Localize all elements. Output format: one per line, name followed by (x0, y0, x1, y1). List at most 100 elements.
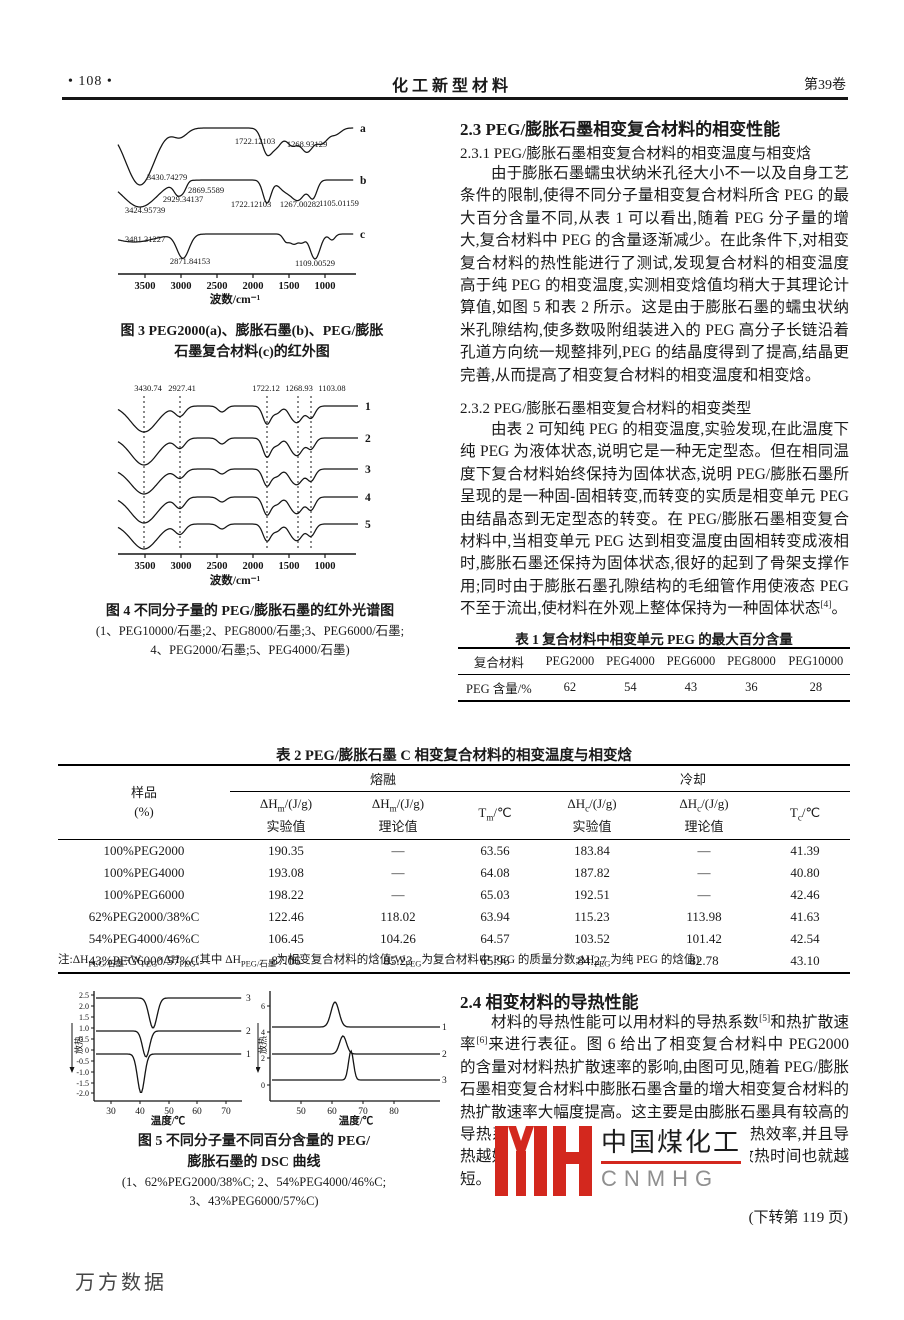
table-cell: 100%PEG6000 (103, 886, 185, 902)
svg-text:1500: 1500 (279, 281, 300, 292)
table-cell: PEG 含量/% (466, 682, 532, 696)
table2-data-row: 100%PEG4000 193.08 — 64.08 187.82 — 40.80 (58, 862, 850, 884)
figure3-caption: 图 3 PEG2000(a)、膨胀石墨(b)、PEG/膨胀 石墨复合材料(c)的… (78, 321, 426, 363)
table-cell: 118.02 (380, 908, 416, 924)
svg-text:1268.93129: 1268.93129 (287, 139, 327, 149)
table-cell: 183.84 (574, 842, 610, 858)
continued-on-page-note: (下转第 119 页) (748, 1210, 848, 1226)
journal-title: 化工新型材料 (391, 78, 512, 95)
table-cell: 54%PEG4000/46%C (88, 930, 200, 946)
table-cell: 41.39 (790, 842, 820, 858)
figure3-caption-line2: 石墨复合材料(c)的红外图 (174, 345, 330, 360)
table2-dhm-exp-header: ΔHm/(J/g) 实验值 (230, 791, 342, 840)
table-cell: 100%PEG2000 (103, 842, 185, 858)
svg-text:2500: 2500 (207, 561, 228, 572)
paragraph-text: 。 (831, 600, 847, 618)
svg-text:1.0: 1.0 (79, 1024, 89, 1033)
table-cell: 63.94 (480, 908, 510, 924)
table-cell: 84.27 (577, 952, 607, 968)
table2-data-row: 54%PEG4000/46%C 106.45 104.26 64.57 103.52 10… (58, 928, 850, 950)
svg-text:c: c (360, 229, 365, 241)
svg-text:50: 50 (296, 1107, 306, 1117)
watermark-latin-label: CNMHG (601, 1166, 720, 1191)
svg-text:2: 2 (246, 1027, 251, 1037)
section-2-4-heading: 2.4 相变材料的导热性能 (460, 993, 639, 1012)
svg-text:2871.84153: 2871.84153 (170, 256, 210, 266)
table1-data-row: PEG 含量/% 62 54 43 36 28 (458, 675, 850, 702)
table-cell: 42.46 (790, 886, 820, 902)
sample-label: 样品 (130, 785, 157, 801)
svg-text:3: 3 (365, 464, 371, 476)
svg-text:2: 2 (442, 1050, 447, 1060)
svg-text:-2.0: -2.0 (76, 1089, 89, 1098)
table-cell: — (697, 842, 711, 858)
svg-text:80: 80 (389, 1107, 399, 1117)
watermark-text: 中国煤化工 CNMHG (601, 1122, 742, 1192)
svg-text:30: 30 (106, 1107, 116, 1117)
svg-text:1268.93: 1268.93 (285, 383, 313, 393)
svg-text:2927.41: 2927.41 (168, 383, 196, 393)
section-2-3-heading: 2.3 PEG/膨胀石墨相变复合材料的相变性能 (460, 120, 781, 139)
table-cell: 193.08 (268, 864, 304, 880)
svg-text:2929.34137: 2929.34137 (163, 194, 203, 204)
table-cell: 103.52 (574, 930, 610, 946)
svg-text:2.0: 2.0 (79, 1002, 89, 1011)
table-cell: 113.98 (686, 908, 722, 924)
table-cell: 43 (684, 680, 698, 694)
section-2-3-2-heading: 2.3.2 PEG/膨胀石墨相变复合材料的相变类型 (460, 401, 752, 417)
table-cell: 43.10 (790, 952, 820, 968)
table-cell: 85.23 (383, 952, 413, 968)
svg-text:70: 70 (221, 1107, 231, 1117)
svg-text:放热: 放热 (73, 1036, 84, 1054)
svg-text:3430.74279: 3430.74279 (147, 172, 187, 182)
table-cell: 40.80 (790, 864, 820, 880)
table-cell: 187.82 (574, 864, 610, 880)
svg-text:6: 6 (261, 1002, 265, 1011)
table2-dhm-theo-header: ΔHm/(J/g) 理论值 (342, 791, 454, 840)
table-cell: 198.22 (268, 886, 304, 902)
volume-number: 第39卷 (804, 78, 846, 93)
svg-text:波数/cm⁻¹: 波数/cm⁻¹ (210, 573, 260, 587)
table-cell: PEG6000 (660, 648, 722, 675)
figure5-caption-line4: 3、43%PEG6000/57%C) (189, 1194, 319, 1208)
svg-text:-1.5: -1.5 (76, 1079, 89, 1088)
table-cell: — (697, 886, 711, 902)
table2-dhc-exp-header: ΔHc/(J/g) 实验值 (536, 791, 648, 840)
table-cell: 36 (745, 680, 758, 694)
svg-text:3424.95739: 3424.95739 (125, 205, 165, 215)
svg-text:3: 3 (442, 1076, 447, 1086)
svg-text:1000: 1000 (315, 561, 336, 572)
svg-text:-1.0: -1.0 (76, 1068, 89, 1077)
page-number: • 108 • (68, 74, 113, 89)
figure5-dsc-melting-chart: 6 4 2 0 50 60 70 80 1 2 3 温度/℃ 放热 (256, 991, 447, 1127)
svg-text:2.5: 2.5 (79, 991, 89, 1000)
figure3-caption-line1: 图 3 PEG2000(a)、膨胀石墨(b)、PEG/膨胀 (120, 324, 384, 339)
cnmhg-watermark: 中国煤化工 CNMHG (495, 1122, 750, 1202)
table2-data-row: 62%PEG2000/38%C 122.46 118.02 63.94 115.23 11… (58, 906, 850, 928)
table-cell: 87.06 (271, 952, 301, 968)
svg-text:60: 60 (192, 1107, 202, 1117)
table1-title: 表 1 复合材料中相变单元 PEG 的最大百分含量 (515, 632, 793, 647)
table-cell: 62%PEG2000/38%C (88, 908, 200, 924)
table-cell: PEG2000 (539, 648, 601, 675)
table-cell: 62 (563, 680, 577, 694)
svg-text:60: 60 (327, 1107, 337, 1117)
figure5-caption-line3: (1、62%PEG2000/38%C; 2、54%PEG4000/46%C; (121, 1175, 387, 1189)
svg-text:2000: 2000 (243, 561, 264, 572)
table-cell: — (391, 886, 405, 902)
header-rule (62, 97, 848, 100)
cnmhg-logo-icon (495, 1126, 592, 1196)
svg-text:3500: 3500 (135, 561, 156, 572)
table-cell: 复合材料 (458, 648, 540, 675)
watermark-chinese-label: 中国煤化工 (601, 1122, 742, 1164)
table2: 样品 (%) 熔融 冷却 ΔHm/(J/g) 实验值 ΔHm/(J/g) 理论值 (58, 764, 850, 974)
table-cell: 100%PEG4000 (103, 864, 185, 880)
table-cell: 122.46 (268, 908, 304, 924)
figure4-caption-line2: (1、PEG10000/石墨;2、PEG8000/石墨;3、PEG6000/石墨… (95, 624, 405, 638)
section-2-3-2-paragraph: 由表 2 可知纯 PEG 的相变温度,实验发现,在此温度下纯 PEG 为液体状态… (460, 419, 849, 621)
svg-text:温度/℃: 温度/℃ (339, 1114, 374, 1127)
table-cell: 65.03 (480, 886, 510, 902)
reference-4: [4] (820, 600, 832, 611)
table1: 复合材料 PEG2000 PEG4000 PEG6000 PEG8000 PEG10000… (458, 647, 850, 702)
table-cell: 82.78 (689, 952, 719, 968)
